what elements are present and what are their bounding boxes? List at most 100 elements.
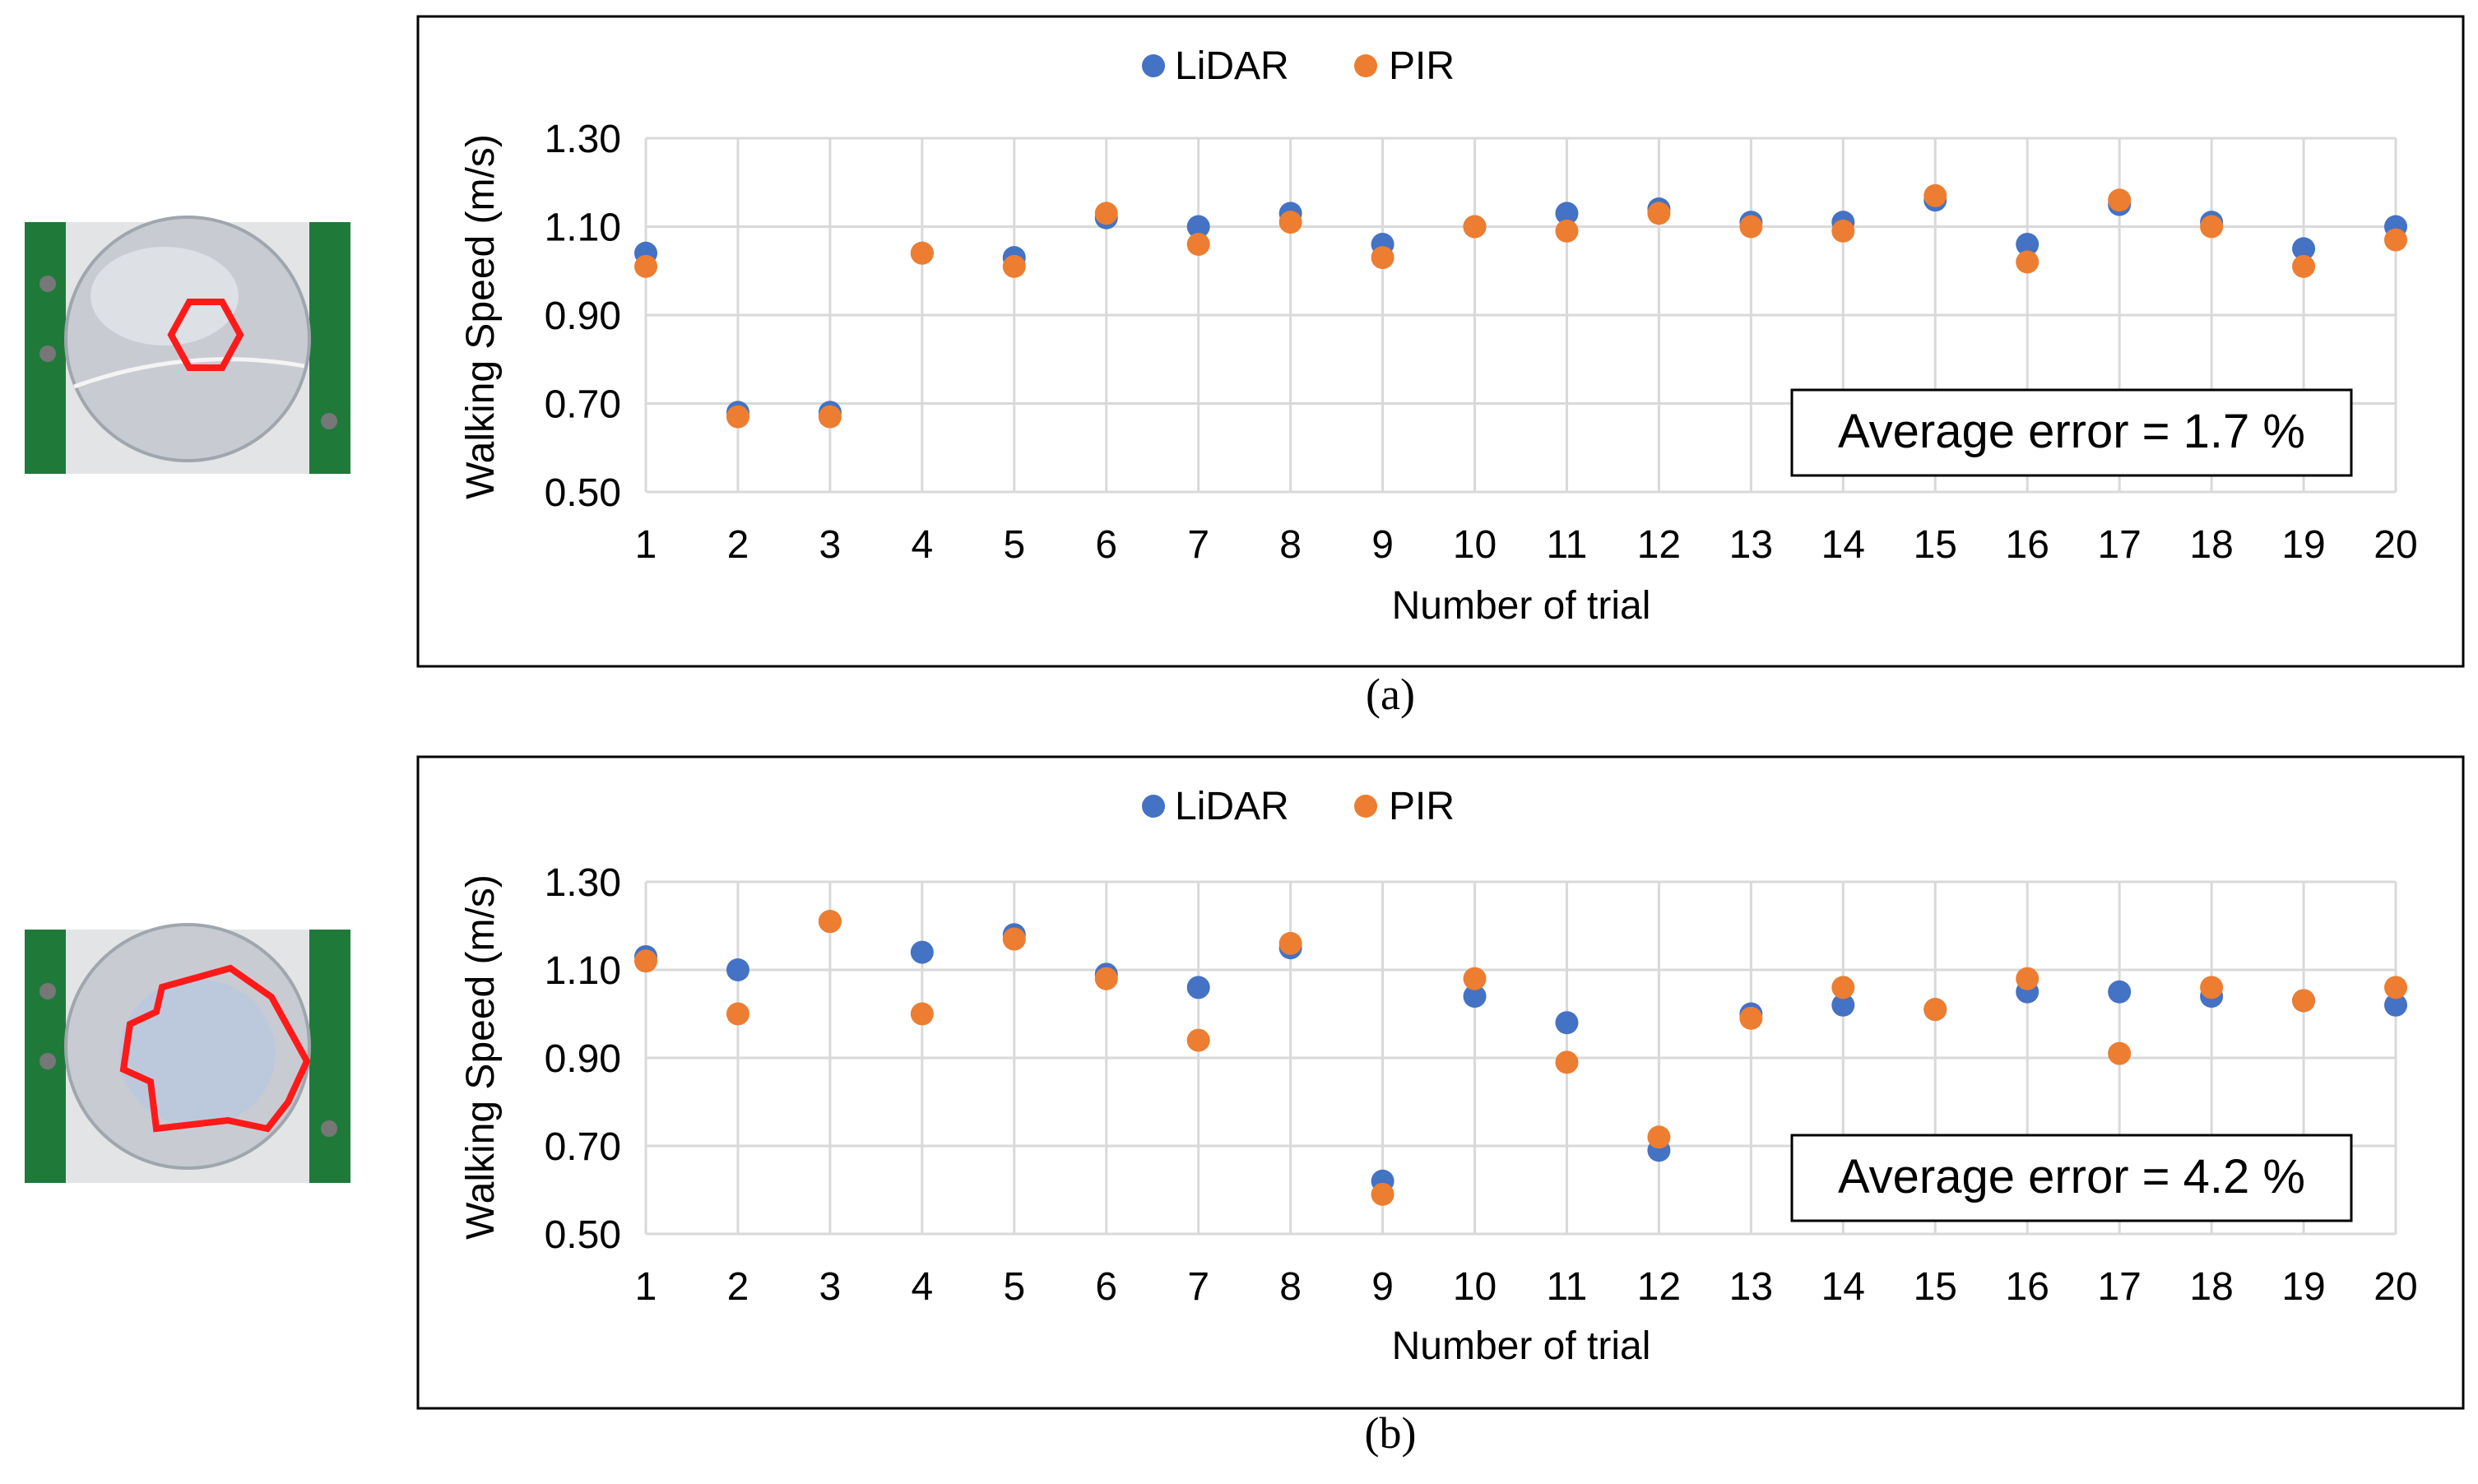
- legend-marker-pir: [1354, 54, 1377, 77]
- pir-point: [1555, 1050, 1579, 1074]
- caption-b: (b): [1365, 1408, 1417, 1458]
- legend-label-pir: PIR: [1389, 44, 1455, 88]
- pir-point: [2292, 989, 2316, 1013]
- y-tick-label: 1.10: [545, 206, 621, 250]
- x-tick-label: 3: [819, 1265, 842, 1309]
- legend: LiDAR PIR: [1142, 785, 1455, 828]
- y-tick-label: 0.70: [545, 1125, 621, 1169]
- screw-bottom: [39, 345, 56, 362]
- pir-point: [1463, 215, 1487, 239]
- x-tick-label: 9: [1371, 1265, 1394, 1309]
- pir-point: [1555, 219, 1579, 243]
- pir-point: [634, 254, 657, 278]
- lidar-point: [2108, 980, 2132, 1004]
- x-tick-label: 16: [2006, 1265, 2049, 1309]
- screw-top: [39, 276, 56, 292]
- x-tick-label: 19: [2281, 523, 2325, 567]
- pir-point: [1739, 1006, 1763, 1030]
- pir-point: [2200, 215, 2224, 239]
- series-pir: [634, 183, 2407, 429]
- annotation-text: Average error = 1.7 %: [1838, 405, 2305, 458]
- x-tick-label: 1: [635, 1265, 657, 1309]
- y-tick-label: 1.30: [545, 861, 621, 905]
- x-tick-label: 6: [1095, 523, 1117, 567]
- pir-point: [1371, 1182, 1394, 1206]
- pir-point: [1831, 219, 1855, 243]
- pir-point: [2016, 967, 2039, 990]
- detection-area-outline: [119, 964, 311, 1133]
- lidar-point: [1555, 1011, 1579, 1035]
- x-tick-label: 15: [1914, 1265, 1957, 1309]
- screw-bottom: [39, 1053, 56, 1069]
- x-tick-label: 1: [635, 523, 657, 567]
- pir-point: [1647, 202, 1671, 225]
- x-tick-label: 17: [2097, 523, 2141, 567]
- pir-point: [1278, 931, 1302, 955]
- pir-point: [726, 1002, 749, 1026]
- x-tick-label: 20: [2374, 523, 2417, 567]
- pir-point: [2016, 250, 2039, 274]
- lidar-point: [2292, 237, 2316, 261]
- lidar-point: [1186, 215, 1210, 239]
- x-tick-label: 7: [1187, 1265, 1209, 1309]
- y-tick-label: 0.90: [545, 1037, 621, 1081]
- x-tick-label: 17: [2097, 1265, 2141, 1309]
- pir-point: [1186, 233, 1210, 256]
- pir-point: [910, 1002, 934, 1026]
- error-annotation: Average error = 1.7 %: [1790, 388, 2353, 477]
- y-tick-labels: 0.50 0.70 0.90 1.10 1.30: [545, 118, 621, 515]
- pir-point: [1463, 967, 1487, 990]
- pir-point: [818, 910, 842, 934]
- screw-top: [39, 983, 56, 999]
- y-tick-label: 1.10: [545, 949, 621, 993]
- pir-point: [1923, 183, 1947, 207]
- lidar-point: [2016, 233, 2039, 256]
- pir-point: [1002, 927, 1026, 951]
- x-tick-label: 3: [819, 523, 842, 567]
- legend-marker-lidar: [1142, 795, 1165, 818]
- x-tick-label: 20: [2374, 1265, 2417, 1309]
- x-tick-label: 15: [1914, 523, 1957, 567]
- error-annotation: Average error = 4.2 %: [1790, 1134, 2353, 1222]
- pir-point: [634, 949, 657, 973]
- pir-point: [1923, 998, 1947, 1022]
- x-tick-label: 5: [1003, 1265, 1025, 1309]
- screw-right: [321, 1120, 337, 1137]
- x-tick-label: 6: [1095, 1265, 1117, 1309]
- x-tick-label: 10: [1453, 523, 1497, 567]
- pir-point: [1186, 1028, 1210, 1052]
- legend-label-pir: PIR: [1389, 785, 1455, 828]
- pir-point: [2384, 976, 2407, 999]
- pir-point: [910, 241, 934, 265]
- x-tick-label: 18: [2189, 1265, 2233, 1309]
- x-tick-labels: 1 2 3 4 5 6 7 8 9 10 11 12 13 14 15 16 17 18 19 20: [635, 1265, 2418, 1309]
- y-tick-label: 1.30: [545, 118, 621, 161]
- detection-area-outline: [167, 299, 244, 371]
- lidar-point: [1831, 993, 1855, 1017]
- x-tick-label: 9: [1371, 523, 1394, 567]
- lidar-point: [1463, 985, 1487, 1009]
- pir-point: [2384, 228, 2407, 252]
- y-tick-labels: 0.50 0.70 0.90 1.10 1.30: [545, 861, 621, 1257]
- x-tick-label: 2: [727, 523, 749, 567]
- lidar-point: [910, 940, 934, 964]
- y-tick-label: 0.70: [545, 383, 621, 427]
- x-tick-label: 19: [2281, 1265, 2325, 1309]
- x-tick-labels: 1 2 3 4 5 6 7 8 9 10 11 12 13 14 15 16 17 18 19 20: [635, 523, 2418, 567]
- legend-marker-lidar: [1142, 54, 1165, 77]
- x-tick-label: 5: [1003, 523, 1025, 567]
- pir-point: [1831, 976, 1855, 999]
- pir-point: [1371, 246, 1394, 270]
- sensor-photo-b: [25, 923, 350, 1183]
- lidar-point: [726, 958, 749, 981]
- legend-marker-pir: [1354, 795, 1377, 818]
- legend-label-lidar: LiDAR: [1175, 785, 1289, 828]
- sensor-photo-a: [25, 216, 350, 474]
- lidar-point: [2384, 993, 2407, 1017]
- x-tick-label: 11: [1547, 1265, 1588, 1309]
- x-tick-label: 2: [727, 1265, 749, 1309]
- chart-frame: [416, 755, 2465, 1410]
- pir-point: [1278, 211, 1302, 234]
